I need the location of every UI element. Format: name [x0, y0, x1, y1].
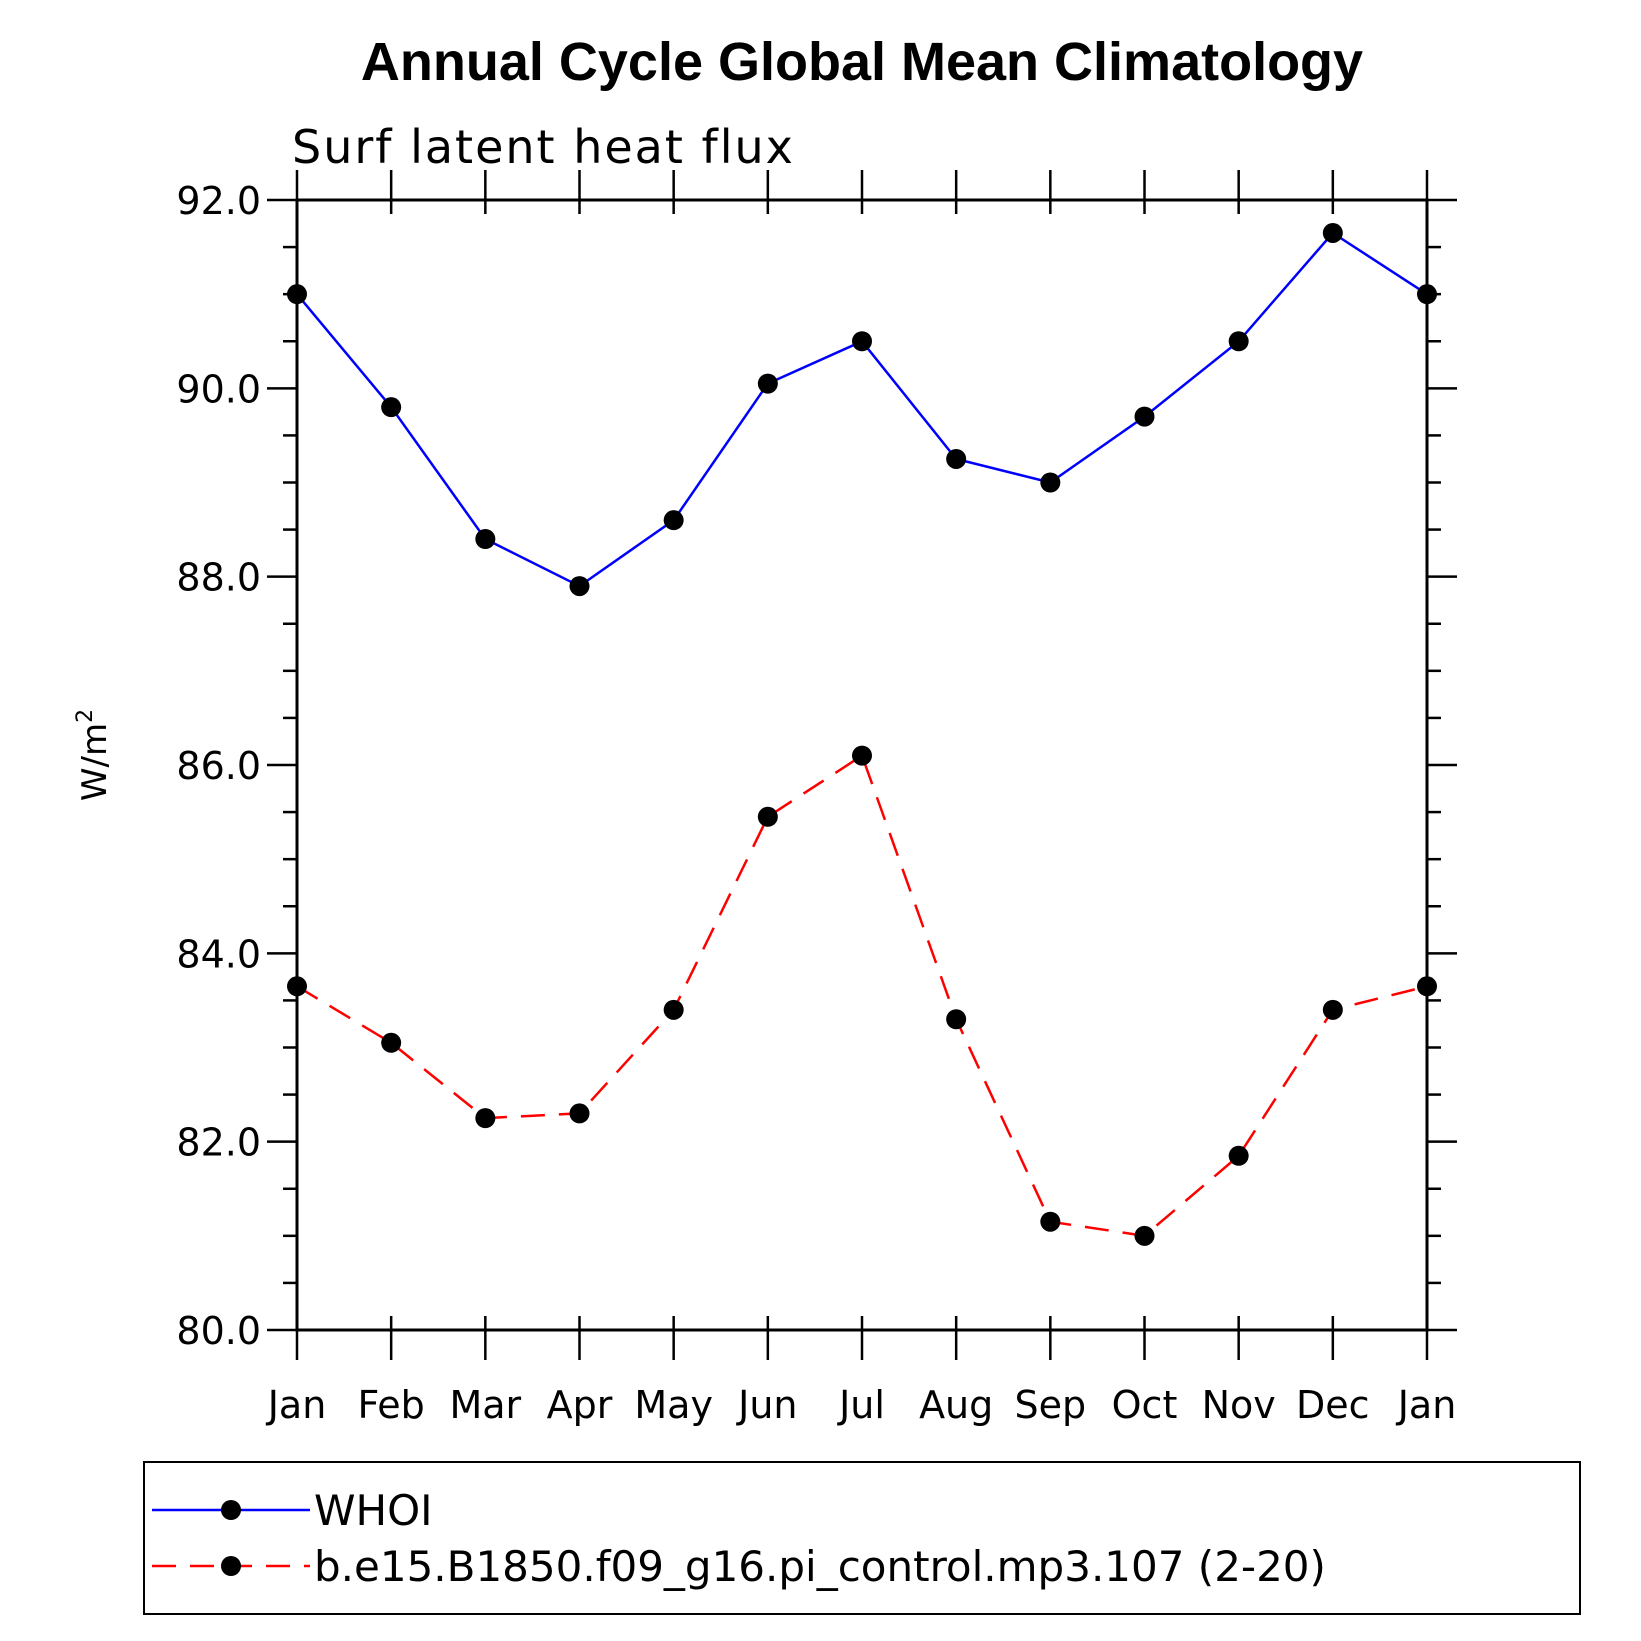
- x-tick-label: Apr: [547, 1383, 613, 1427]
- y-tick-label: 92.0: [176, 179, 261, 223]
- data-point: [1417, 976, 1437, 997]
- data-point: [287, 976, 307, 997]
- y-axis-label-superscript: 2: [73, 709, 98, 723]
- y-tick-label: 86.0: [176, 744, 261, 788]
- y-tick-labels: 80.0 82.0 84.0 86.0 88.0 90.0 92.0: [176, 179, 261, 1353]
- data-point: [569, 576, 590, 597]
- data-point: [1134, 1225, 1155, 1246]
- data-point: [381, 397, 402, 418]
- x-tick-label: Aug: [919, 1383, 993, 1427]
- y-tick-label: 80.0: [176, 1309, 261, 1353]
- y-axis-label: W/m2: [73, 709, 115, 801]
- data-point: [1417, 284, 1437, 305]
- legend-label: b.e15.B1850.f09_g16.pi_control.mp3.107 (…: [314, 1542, 1326, 1591]
- series-2: [287, 745, 1437, 1246]
- data-point: [287, 284, 307, 305]
- data-point: [852, 745, 872, 766]
- data-point: [569, 1103, 590, 1124]
- legend-entry: b.e15.B1850.f09_g16.pi_control.mp3.107 (…: [152, 1542, 1326, 1591]
- x-tick-label: Jan: [266, 1383, 327, 1427]
- legend-marker: [221, 1556, 241, 1576]
- data-point: [852, 331, 872, 352]
- series-layer: [287, 222, 1437, 1246]
- svg-text:W/m2: W/m2: [73, 709, 115, 801]
- legend-label: WHOI: [314, 1486, 433, 1535]
- x-tick-label: Nov: [1202, 1383, 1276, 1427]
- data-point: [475, 529, 496, 549]
- x-tick-label: Jan: [1396, 1383, 1457, 1427]
- legend-box: [143, 1461, 1581, 1615]
- chart-title: Annual Cycle Global Mean Climatology: [361, 32, 1363, 92]
- data-point: [757, 806, 778, 827]
- x-tick-label: Oct: [1112, 1383, 1178, 1427]
- data-point: [946, 448, 967, 469]
- x-tick-labels: Jan Feb Mar Apr May Jun Jul Aug Sep Oct Nov Dec Jan: [266, 1383, 1457, 1427]
- x-tick-label: Sep: [1015, 1383, 1087, 1427]
- data-point: [663, 510, 684, 531]
- axis-ticks: [267, 170, 1457, 1360]
- data-point: [1228, 331, 1249, 352]
- data-point: [1040, 472, 1061, 493]
- data-point: [663, 999, 684, 1020]
- data-point: [1228, 1145, 1249, 1166]
- data-point: [381, 1032, 402, 1053]
- x-tick-label: Feb: [358, 1383, 425, 1427]
- data-point: [475, 1108, 496, 1129]
- y-axis-label-text: W/m: [75, 723, 115, 801]
- x-tick-label: Jul: [837, 1383, 885, 1427]
- data-point: [1322, 999, 1343, 1020]
- data-point: [1040, 1211, 1061, 1232]
- series-line: [296, 753, 1428, 1238]
- chart-subtitle: Surf latent heat flux: [292, 120, 795, 174]
- data-point: [946, 1009, 967, 1030]
- y-tick-label: 88.0: [176, 556, 261, 600]
- y-tick-label: 90.0: [176, 367, 261, 411]
- data-point: [1322, 222, 1343, 243]
- series-line: [296, 231, 1428, 588]
- series-1: [287, 222, 1437, 597]
- x-tick-label: Jun: [736, 1383, 797, 1427]
- legend-marker: [221, 1500, 241, 1520]
- y-tick-label: 82.0: [176, 1121, 261, 1165]
- x-tick-label: May: [634, 1383, 713, 1427]
- data-point: [757, 373, 778, 394]
- data-point: [1134, 406, 1155, 427]
- x-tick-label: Dec: [1296, 1383, 1370, 1427]
- y-tick-label: 84.0: [176, 932, 261, 976]
- legend-entry: WHOI: [152, 1486, 433, 1535]
- x-tick-label: Mar: [449, 1383, 521, 1427]
- legend: WHOI b.e15.B1850.f09_g16.pi_control.mp3.1…: [152, 1486, 1326, 1591]
